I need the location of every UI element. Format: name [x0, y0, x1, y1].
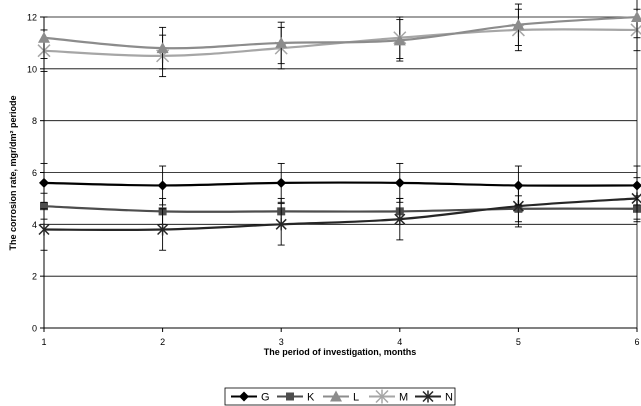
- y-tick-label: 2: [32, 272, 37, 282]
- legend-marker: [375, 389, 389, 404]
- series-line-K: [43, 205, 638, 213]
- series-line-L: [43, 15, 638, 50]
- data-point-K: [40, 202, 48, 211]
- y-tick-label: 10: [27, 64, 37, 74]
- legend-label: G: [261, 392, 270, 404]
- data-point-G: [394, 177, 405, 188]
- legend-item-L: L: [323, 390, 359, 404]
- series-layer: [37, 0, 641, 251]
- y-tick-label: 0: [32, 324, 37, 334]
- data-point-G: [39, 177, 49, 188]
- grid-lines: [44, 16, 637, 277]
- legend-label: L: [353, 392, 359, 404]
- data-point-L: [631, 11, 641, 22]
- series-line-N: [43, 197, 638, 232]
- legend-item-G: G: [231, 391, 270, 404]
- series-N: [38, 177, 641, 251]
- x-tick-label: 6: [634, 337, 639, 347]
- legend-label: K: [307, 392, 315, 404]
- x-axis-ticks: 1 2 3 4 5 6: [41, 328, 640, 347]
- legend-item-N: N: [415, 390, 453, 404]
- x-axis-title: The period of investigation, months: [264, 347, 417, 357]
- y-axis-title: The corrosion rate, mgr/dm² periode: [8, 95, 18, 250]
- series-K: [40, 192, 641, 225]
- legend-marker: [422, 390, 434, 403]
- legend-marker: [286, 392, 294, 401]
- x-tick-label: 4: [397, 337, 402, 347]
- data-point-L: [38, 31, 50, 43]
- x-tick-label: 5: [516, 337, 521, 347]
- data-point-N: [157, 223, 169, 236]
- data-point-G: [157, 180, 168, 191]
- y-tick-label: 12: [27, 13, 37, 23]
- legend-marker: [239, 391, 249, 402]
- legend-label: M: [399, 392, 408, 404]
- x-tick-label: 2: [160, 337, 165, 347]
- y-tick-label: 6: [32, 168, 37, 178]
- data-point-L: [156, 42, 169, 54]
- series-G: [39, 162, 641, 206]
- data-point-N: [275, 218, 287, 231]
- data-point-L: [512, 18, 525, 30]
- data-point-L: [393, 34, 406, 46]
- legend-item-M: M: [369, 389, 408, 404]
- y-tick-label: 8: [32, 116, 37, 126]
- data-point-G: [632, 180, 641, 191]
- data-point-G: [513, 180, 524, 191]
- y-tick-label: 4: [32, 220, 37, 230]
- y-axis-ticks: 0 2 4 6 8 10 12: [27, 13, 44, 334]
- data-point-L: [275, 36, 288, 48]
- data-point-N: [38, 223, 50, 236]
- series-L: [38, 0, 641, 70]
- x-tick-label: 3: [279, 337, 284, 347]
- data-point-G: [276, 177, 287, 188]
- data-point-N: [394, 213, 406, 226]
- legend-marker: [330, 390, 342, 402]
- legend-item-K: K: [277, 392, 315, 404]
- legend-label: N: [445, 392, 453, 404]
- series-line-G: [43, 181, 638, 187]
- x-tick-label: 1: [41, 337, 46, 347]
